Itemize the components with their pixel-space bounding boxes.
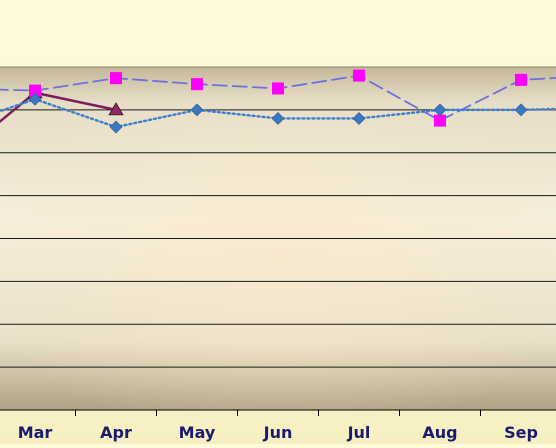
data-point-triangle — [108, 102, 124, 116]
data-point-square — [272, 82, 284, 95]
data-point-diamond — [109, 120, 123, 134]
data-point-diamond — [352, 112, 366, 125]
data-point-square — [434, 114, 446, 127]
x-tick-label: Sep — [504, 423, 538, 442]
x-tick-label: Aug — [422, 423, 457, 442]
x-tick-label: May — [179, 423, 216, 442]
data-point-square — [29, 84, 41, 97]
data-point-diamond — [190, 103, 204, 117]
x-tick-label: Jul — [347, 423, 371, 442]
data-point-diamond — [514, 103, 528, 117]
data-point-square — [191, 78, 203, 91]
data-point-diamond — [271, 112, 285, 125]
data-point-square — [110, 72, 122, 85]
data-point-square — [515, 73, 527, 86]
x-tick-label: Apr — [100, 423, 132, 442]
x-tick-label: Jun — [263, 423, 293, 442]
data-point-square — [353, 69, 365, 82]
data-point-diamond — [28, 92, 42, 106]
x-tick-label: Mar — [18, 423, 53, 442]
data-point-diamond — [433, 103, 447, 117]
